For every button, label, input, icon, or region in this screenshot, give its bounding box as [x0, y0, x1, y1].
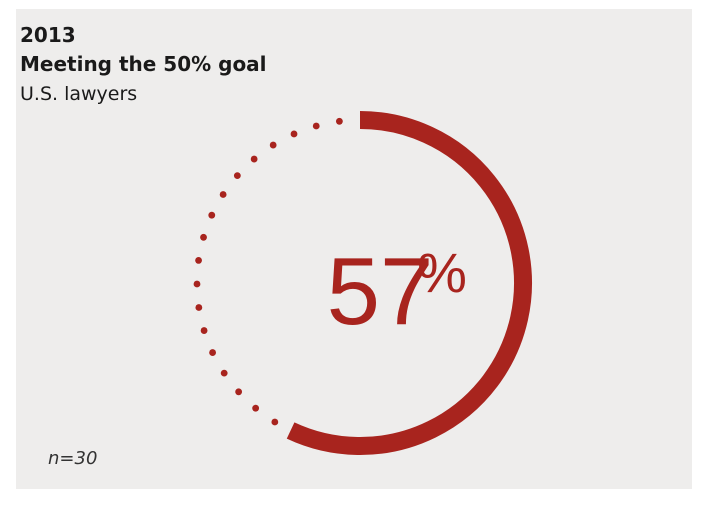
remaining-dot [200, 233, 207, 241]
chart-title: Meeting the 50% goal [20, 52, 267, 76]
remaining-dot [193, 280, 201, 288]
remaining-dot [220, 369, 228, 377]
chart-year: 2013 [20, 23, 76, 47]
remaining-dot [252, 404, 260, 412]
sample-size-note: n=30 [48, 448, 98, 469]
remaining-dot [271, 418, 279, 426]
remaining-dot [219, 191, 227, 198]
remaining-dot [208, 211, 216, 219]
remaining-dot [200, 327, 208, 334]
remaining-dot [290, 130, 298, 138]
value-label-unit: % [417, 241, 467, 304]
chart-card [16, 9, 692, 489]
remaining-dot [195, 304, 203, 311]
remaining-dot [312, 122, 320, 130]
remaining-dot [335, 117, 343, 125]
value-label-number: 57 [327, 238, 434, 345]
remaining-dots [193, 117, 343, 426]
remaining-dot [235, 388, 243, 396]
remaining-dot [209, 349, 216, 356]
remaining-dot [195, 257, 202, 264]
remaining-dot [233, 172, 241, 180]
remaining-dot [250, 155, 258, 163]
chart-subtitle: U.S. lawyers [20, 83, 138, 105]
value-arc [286, 111, 532, 455]
remaining-dot [269, 141, 277, 149]
